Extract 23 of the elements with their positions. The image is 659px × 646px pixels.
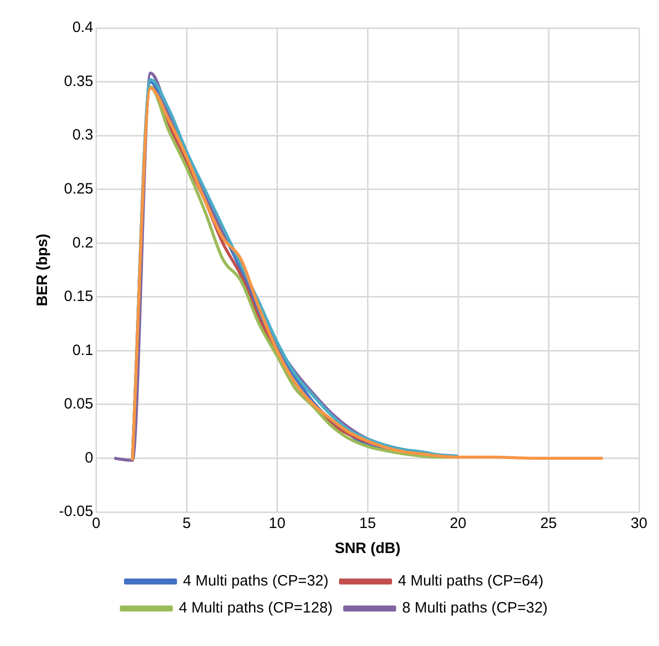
y-tick-label: 0.3	[72, 126, 94, 144]
line-series	[130, 86, 604, 462]
legend-label: 4 Multi paths (CP=32)	[183, 572, 329, 590]
legend-label: 4 Multi paths (CP=128)	[178, 600, 333, 617]
y-tick-label: 0.35	[64, 72, 94, 90]
x-tick-label: 30	[630, 515, 648, 532]
x-tick-label: 25	[540, 515, 557, 532]
y-tick-label: 0.2	[72, 234, 94, 252]
x-tick-label: 10	[268, 515, 286, 532]
y-tick-label: 0.15	[64, 288, 94, 306]
y-tick-label: 0	[84, 449, 94, 466]
y-tick-label: -0.05	[58, 503, 94, 520]
y-tick-label: 0.1	[72, 342, 94, 359]
legend-label: 8 Multi paths (CP=32)	[402, 600, 548, 617]
y-tick-label: 0.25	[64, 180, 94, 198]
x-axis-title: SNR (dB)	[334, 540, 401, 558]
y-axis-title: BER (bps)	[34, 234, 52, 306]
x-tick-label: 20	[450, 515, 466, 532]
y-tick-label: 0.05	[64, 396, 94, 413]
x-tick-label: 15	[359, 515, 376, 532]
y-tick-label: 0.4	[72, 19, 94, 36]
x-tick-label: 5	[182, 515, 191, 532]
legend-label: 4 Multi paths (CP=64)	[398, 572, 544, 590]
